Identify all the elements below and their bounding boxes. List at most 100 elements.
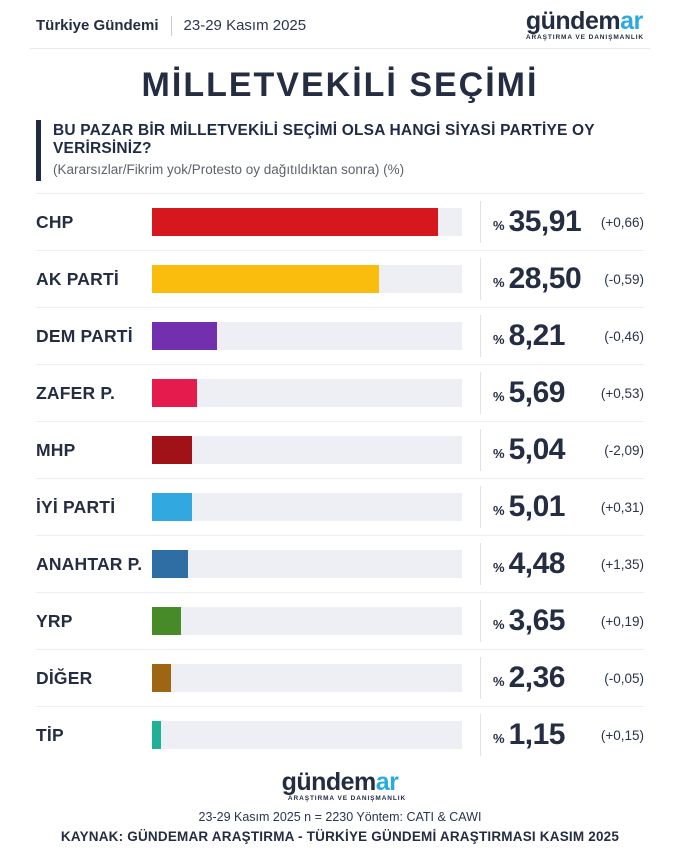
value-column: % 5,01 (+0,31) [480,486,644,528]
bar-track [152,664,462,692]
bar-fill [152,436,193,464]
bar-fill [152,265,380,293]
percent-sign: % [493,446,505,461]
party-row: DİĞER % 2,36 (-0,05) [36,649,644,706]
value-column: % 28,50 (-0,59) [480,258,644,300]
value-column: % 5,69 (+0,53) [480,372,644,414]
value-column: % 5,04 (-2,09) [480,429,644,471]
party-change: (+0,31) [600,499,644,515]
bar-track [152,208,462,236]
percent-sign: % [493,617,505,632]
party-row: ZAFER P. % 5,69 (+0,53) [36,364,644,421]
party-label: DİĞER [36,667,93,688]
party-label: TİP [36,724,64,745]
party-value: 5,01 [508,490,566,523]
party-label: MHP [36,439,76,460]
bar-chart: CHP % 35,91 (+0,66) AK PARTİ % 28,50 (-0… [36,193,644,763]
bar-track [152,721,462,749]
percent-sign: % [493,560,505,575]
gundemar-logo-footer: gündemar ARAŞTIRMA VE DANIŞMANLIK [274,770,406,803]
party-value: 5,04 [508,433,566,466]
party-value: 4,48 [508,547,566,580]
bar-fill [152,493,192,521]
value-column: % 4,48 (+1,35) [480,543,644,585]
bar-fill [152,721,162,749]
logo-accent-text: ar [375,768,399,796]
party-value: 8,21 [508,319,566,352]
survey-question-block: BU PAZAR BİR MİLLETVEKİLİ SEÇİMİ OLSA HA… [36,120,644,181]
top-bar-left: Türkiye Gündemi 23-29 Kasım 2025 [36,15,307,36]
party-value: 1,15 [508,718,566,751]
party-row: YRP % 3,65 (+0,19) [36,592,644,649]
party-label: CHP [36,211,74,232]
party-change: (-0,46) [604,328,644,344]
party-value: 28,50 [508,262,582,295]
bar-fill [152,208,439,236]
percent-sign: % [493,503,505,518]
gundemar-logo: gündemar ARAŞTIRMA VE DANIŞMANLIK [526,9,644,42]
bar-fill [152,664,171,692]
party-row: CHP % 35,91 (+0,66) [36,193,644,250]
source-line: KAYNAK: GÜNDEMAR ARAŞTIRMA - TÜRKİYE GÜN… [60,829,620,844]
party-change: (-2,09) [604,442,644,458]
party-change: (-0,59) [604,271,644,287]
top-bar: Türkiye Gündemi 23-29 Kasım 2025 gündema… [30,0,650,49]
value-column: % 3,65 (+0,19) [480,600,644,642]
vertical-divider [170,15,172,36]
logo-wordmark: gündemar [526,9,644,34]
party-row: AK PARTİ % 28,50 (-0,59) [36,250,644,307]
survey-date-range: 23-29 Kasım 2025 [183,17,307,34]
logo-tagline: ARAŞTIRMA VE DANIŞMANLIK [525,34,644,42]
party-value: 3,65 [508,604,566,637]
percent-sign: % [493,218,505,233]
party-row: DEM PARTİ % 8,21 (-0,46) [36,307,644,364]
party-change: (+0,66) [600,214,644,230]
bar-fill [152,322,218,350]
party-value: 35,91 [508,205,582,238]
percent-sign: % [493,275,505,290]
party-row: TİP % 1,15 (+0,15) [36,706,644,763]
party-change: (+0,53) [600,385,644,401]
brand-name: Türkiye Gündemi [36,17,159,34]
bar-track [152,493,462,521]
logo-wordmark: gündemar [274,770,406,795]
party-label: YRP [36,610,73,631]
bar-fill [152,607,182,635]
party-change: (+0,15) [600,727,644,743]
survey-question: BU PAZAR BİR MİLLETVEKİLİ SEÇİMİ OLSA HA… [53,122,595,157]
party-row: MHP % 5,04 (-2,09) [36,421,644,478]
bar-track [152,607,462,635]
percent-sign: % [493,332,505,347]
party-value: 2,36 [508,661,566,694]
bar-track [152,265,462,293]
bar-track [152,550,462,578]
party-change: (+1,35) [600,556,644,572]
value-column: % 8,21 (-0,46) [480,315,644,357]
methodology-line: 23-29 Kasım 2025 n = 2230 Yöntem: CATI &… [198,810,482,824]
party-row: İYİ PARTİ % 5,01 (+0,31) [36,478,644,535]
percent-sign: % [493,731,505,746]
logo-tagline: ARAŞTIRMA VE DANIŞMANLIK [287,795,407,802]
bar-fill [152,379,198,407]
party-label: ANAHTAR P. [36,553,143,574]
party-label: ZAFER P. [36,382,116,403]
party-value: 5,69 [508,376,566,409]
value-column: % 1,15 (+0,15) [480,714,644,756]
footer: gündemar ARAŞTIRMA VE DANIŞMANLIK 23-29 … [0,770,680,845]
value-column: % 2,36 (-0,05) [480,657,644,699]
party-row: ANAHTAR P. % 4,48 (+1,35) [36,535,644,592]
party-label: DEM PARTİ [36,325,133,346]
page-title: MİLLETVEKİLİ SEÇİMİ [141,66,539,104]
percent-sign: % [493,389,505,404]
bar-fill [152,550,188,578]
party-label: AK PARTİ [36,268,119,289]
party-change: (-0,05) [604,670,644,686]
bar-track [152,322,462,350]
logo-accent-text: ar [620,7,643,36]
percent-sign: % [493,674,505,689]
logo-main-text: gündem [281,768,377,796]
value-column: % 35,91 (+0,66) [480,201,644,243]
survey-question-note: (Kararsızlar/Fikrim yok/Protesto oy dağı… [53,162,405,177]
party-change: (+0,19) [600,613,644,629]
bar-track [152,379,462,407]
